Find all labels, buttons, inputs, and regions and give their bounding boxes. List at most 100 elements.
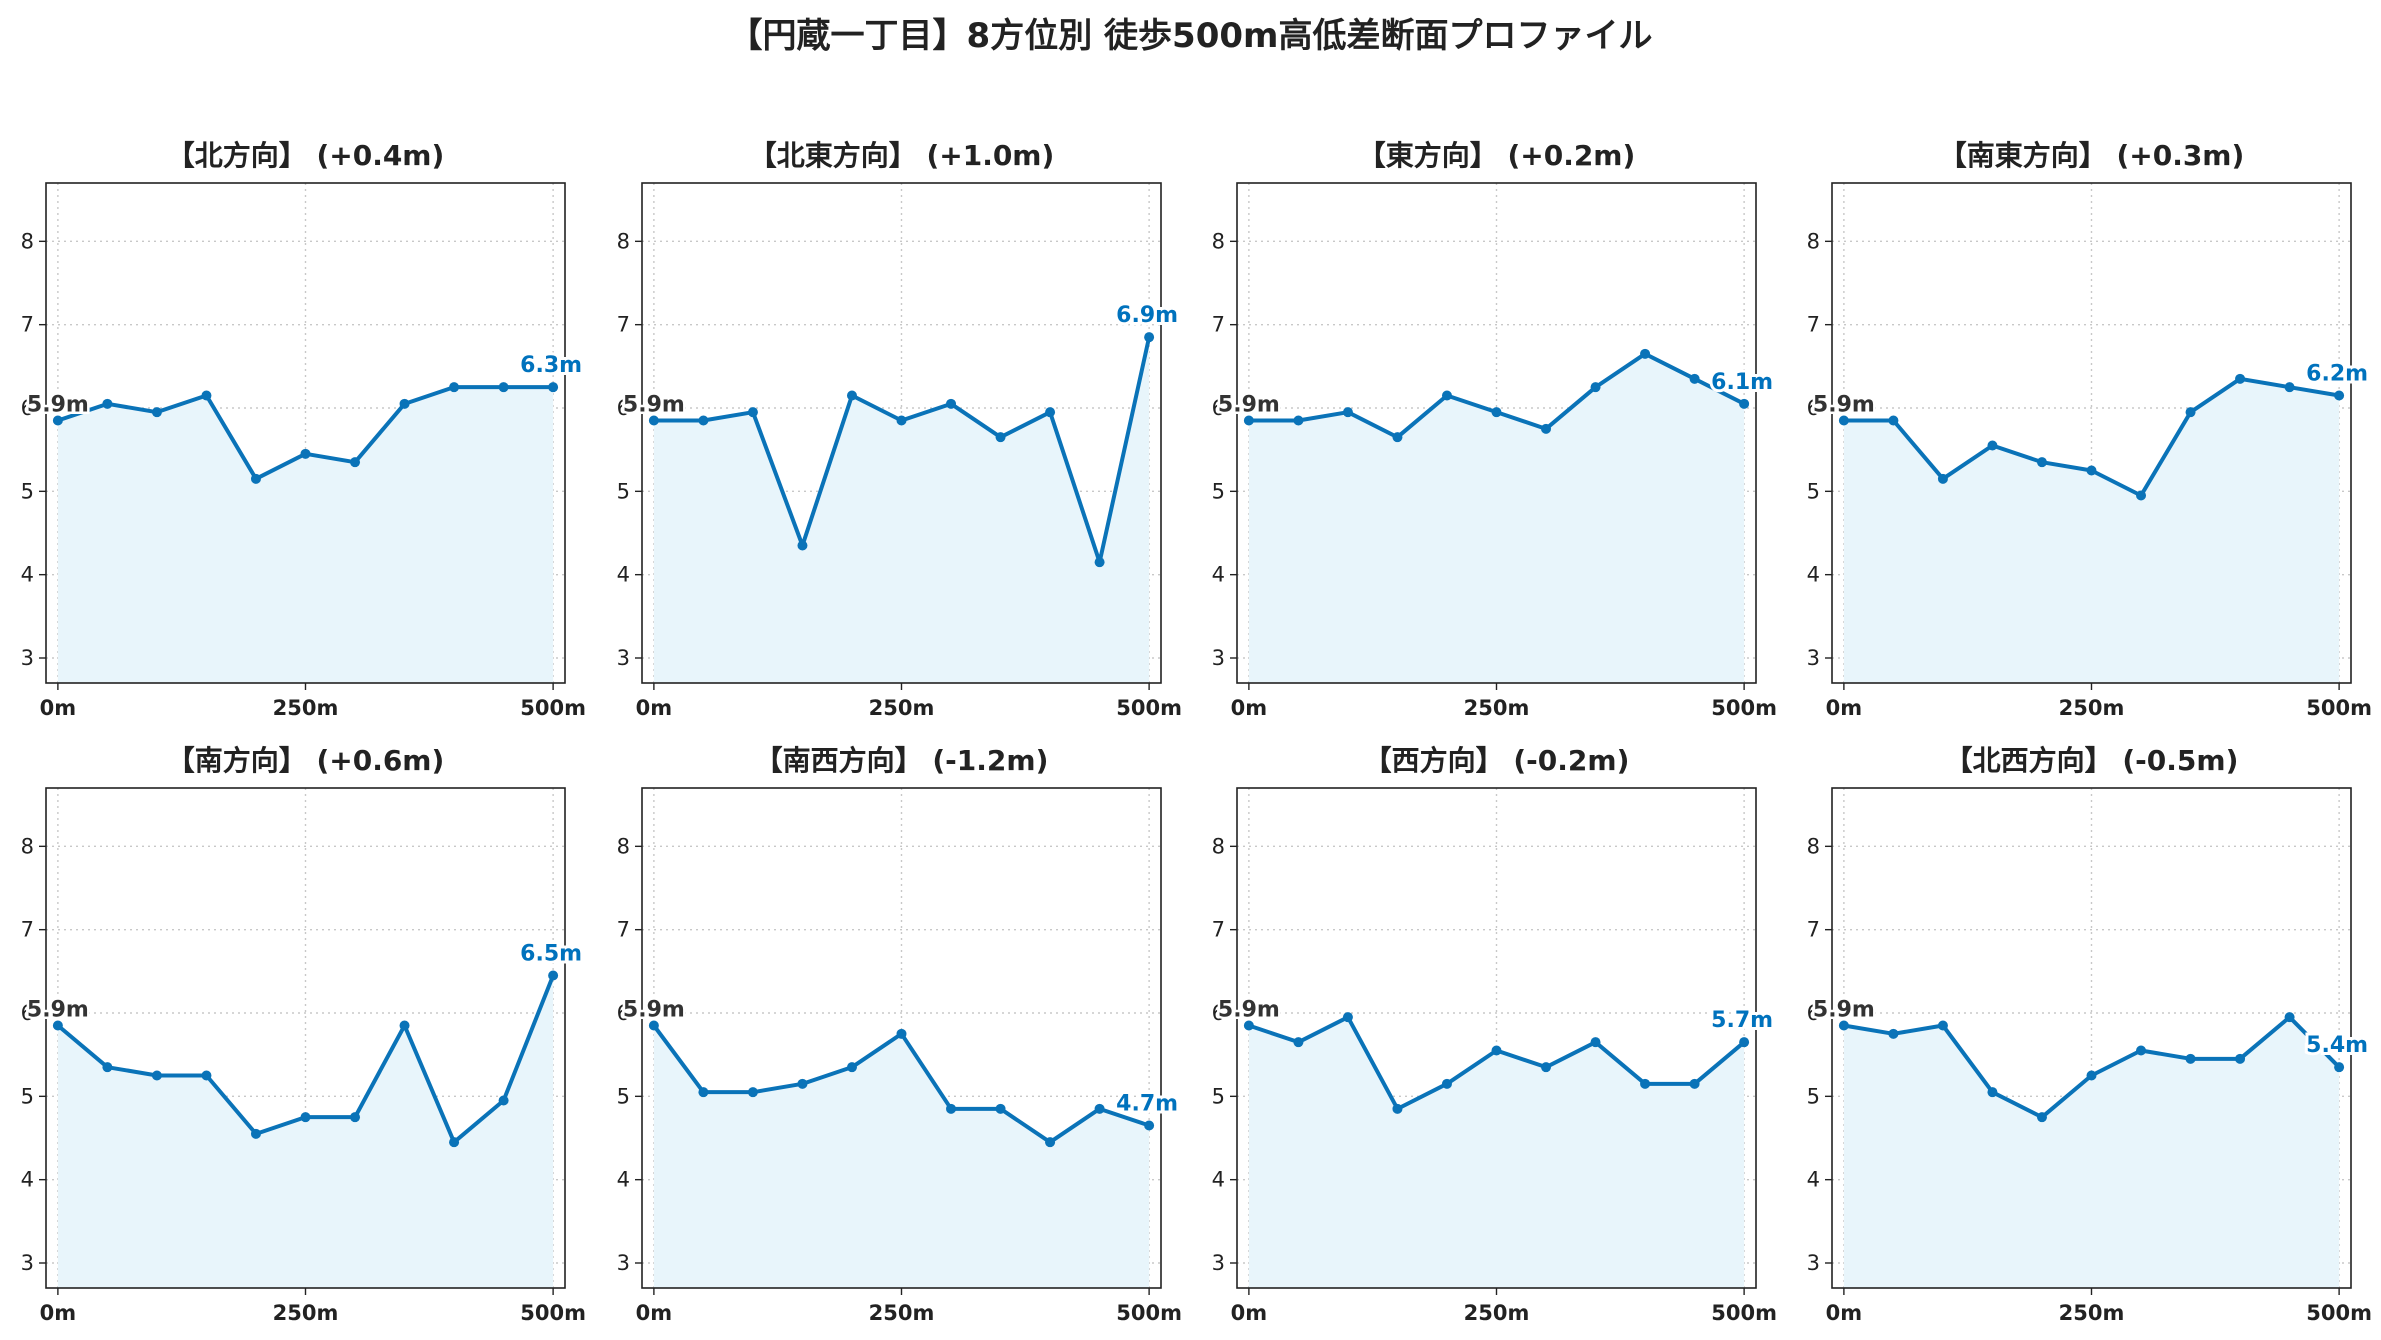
y-tick-label: 3 bbox=[1807, 646, 1820, 670]
x-tick-label: 0m bbox=[40, 696, 77, 720]
profile-area bbox=[653, 1025, 1150, 1288]
y-tick-label: 4 bbox=[21, 563, 34, 587]
start-elevation-label: 5.9m bbox=[1813, 393, 1875, 418]
profile-point bbox=[1689, 373, 1700, 384]
y-tick-label: 8 bbox=[1807, 229, 1820, 253]
y-tick-label: 4 bbox=[1807, 563, 1820, 587]
end-elevation-label: 6.1m bbox=[1711, 370, 1773, 395]
profile-panel: 3 4 5 6 7 8 0m 250m 500m 【東方向】 (+0.2m) 5.9m 6.1m bbox=[1212, 139, 1777, 720]
y-tick-label: 5 bbox=[1807, 1084, 1820, 1108]
profile-point bbox=[2235, 373, 2246, 384]
y-tick-label: 3 bbox=[21, 1251, 34, 1275]
profile-point bbox=[102, 1062, 113, 1073]
end-elevation-label: 5.7m bbox=[1711, 1008, 1773, 1033]
profile-point bbox=[648, 415, 659, 426]
profile-point bbox=[498, 1095, 509, 1106]
x-tick-label: 0m bbox=[40, 1301, 77, 1325]
profile-point bbox=[846, 390, 857, 401]
profile-point bbox=[449, 1137, 460, 1148]
profile-area bbox=[653, 337, 1150, 683]
profile-point bbox=[2284, 382, 2295, 393]
profile-area bbox=[1248, 353, 1745, 683]
profile-point bbox=[250, 473, 261, 484]
profile-point bbox=[747, 407, 758, 418]
y-tick-label: 3 bbox=[617, 646, 630, 670]
profile-point bbox=[1590, 382, 1601, 393]
profile-panel: 3 4 5 6 7 8 0m 250m 500m 【南東方向】 (+0.3m) 5.9m 6.2m bbox=[1807, 139, 2372, 720]
y-tick-label: 5 bbox=[21, 1084, 34, 1108]
profile-point bbox=[498, 382, 509, 393]
profile-point bbox=[2334, 390, 2345, 401]
x-tick-label: 500m bbox=[1116, 1301, 1182, 1325]
x-tick-label: 500m bbox=[520, 696, 586, 720]
profile-point bbox=[648, 1020, 659, 1031]
profile-point bbox=[1045, 407, 1056, 418]
profile-point bbox=[1392, 432, 1403, 443]
profile-area bbox=[1843, 1017, 2340, 1288]
y-tick-label: 4 bbox=[1212, 563, 1225, 587]
profile-point bbox=[1491, 407, 1502, 418]
end-elevation-label: 6.5m bbox=[520, 942, 582, 967]
y-tick-label: 8 bbox=[617, 229, 630, 253]
profile-point bbox=[2086, 1070, 2097, 1081]
profile-point bbox=[300, 448, 311, 459]
y-tick-label: 5 bbox=[1807, 479, 1820, 503]
profile-point bbox=[1293, 415, 1304, 426]
profile-point bbox=[2036, 457, 2047, 468]
y-tick-label: 8 bbox=[1212, 834, 1225, 858]
profile-point bbox=[995, 432, 1006, 443]
profile-point bbox=[250, 1128, 261, 1139]
panel-title: 【南方向】 (+0.6m) bbox=[167, 744, 445, 777]
profile-point bbox=[2185, 407, 2196, 418]
profile-point bbox=[1441, 390, 1452, 401]
start-elevation-label: 5.9m bbox=[623, 998, 685, 1023]
end-elevation-label: 6.2m bbox=[2306, 362, 2368, 387]
y-tick-label: 8 bbox=[617, 834, 630, 858]
y-tick-label: 3 bbox=[1212, 1251, 1225, 1275]
x-tick-label: 250m bbox=[273, 1301, 339, 1325]
y-tick-label: 7 bbox=[1212, 918, 1225, 942]
profile-panel: 3 4 5 6 7 8 0m 250m 500m 【南西方向】 (-1.2m) 5.9m 4.7m bbox=[617, 744, 1182, 1325]
profile-point bbox=[2334, 1062, 2345, 1073]
x-tick-label: 0m bbox=[1826, 696, 1863, 720]
profile-point bbox=[52, 415, 63, 426]
profile-point bbox=[1243, 1020, 1254, 1031]
profile-point bbox=[2185, 1053, 2196, 1064]
y-tick-label: 8 bbox=[21, 834, 34, 858]
panel-title: 【北西方向】 (-0.5m) bbox=[1945, 744, 2239, 777]
y-tick-label: 3 bbox=[1807, 1251, 1820, 1275]
profile-point bbox=[1243, 415, 1254, 426]
x-tick-label: 0m bbox=[1826, 1301, 1863, 1325]
profile-point bbox=[1838, 1020, 1849, 1031]
y-tick-label: 8 bbox=[1212, 229, 1225, 253]
profile-point bbox=[1888, 1028, 1899, 1039]
y-tick-label: 8 bbox=[1807, 834, 1820, 858]
y-tick-label: 3 bbox=[21, 646, 34, 670]
x-tick-label: 500m bbox=[2306, 1301, 2372, 1325]
profile-point bbox=[52, 1020, 63, 1031]
start-elevation-label: 5.9m bbox=[1813, 998, 1875, 1023]
start-elevation-label: 5.9m bbox=[27, 998, 89, 1023]
end-elevation-label: 5.4m bbox=[2306, 1033, 2368, 1058]
x-tick-label: 250m bbox=[1464, 1301, 1530, 1325]
profile-point bbox=[151, 407, 162, 418]
profile-point bbox=[1293, 1037, 1304, 1048]
y-tick-label: 7 bbox=[617, 313, 630, 337]
x-tick-label: 250m bbox=[2059, 1301, 2125, 1325]
profile-point bbox=[797, 1078, 808, 1089]
profile-point bbox=[896, 415, 907, 426]
profile-point bbox=[1838, 415, 1849, 426]
x-tick-label: 250m bbox=[273, 696, 339, 720]
y-tick-label: 5 bbox=[1212, 1084, 1225, 1108]
profile-point bbox=[1640, 348, 1651, 359]
profile-point bbox=[350, 457, 361, 468]
y-tick-label: 5 bbox=[1212, 479, 1225, 503]
profile-point bbox=[946, 1103, 957, 1114]
x-tick-label: 500m bbox=[1711, 696, 1777, 720]
x-tick-label: 0m bbox=[636, 696, 673, 720]
end-elevation-label: 4.7m bbox=[1116, 1092, 1178, 1117]
start-elevation-label: 5.9m bbox=[27, 393, 89, 418]
profile-point bbox=[1987, 1087, 1998, 1098]
panel-title: 【南西方向】 (-1.2m) bbox=[755, 744, 1049, 777]
start-elevation-label: 5.9m bbox=[1218, 393, 1280, 418]
